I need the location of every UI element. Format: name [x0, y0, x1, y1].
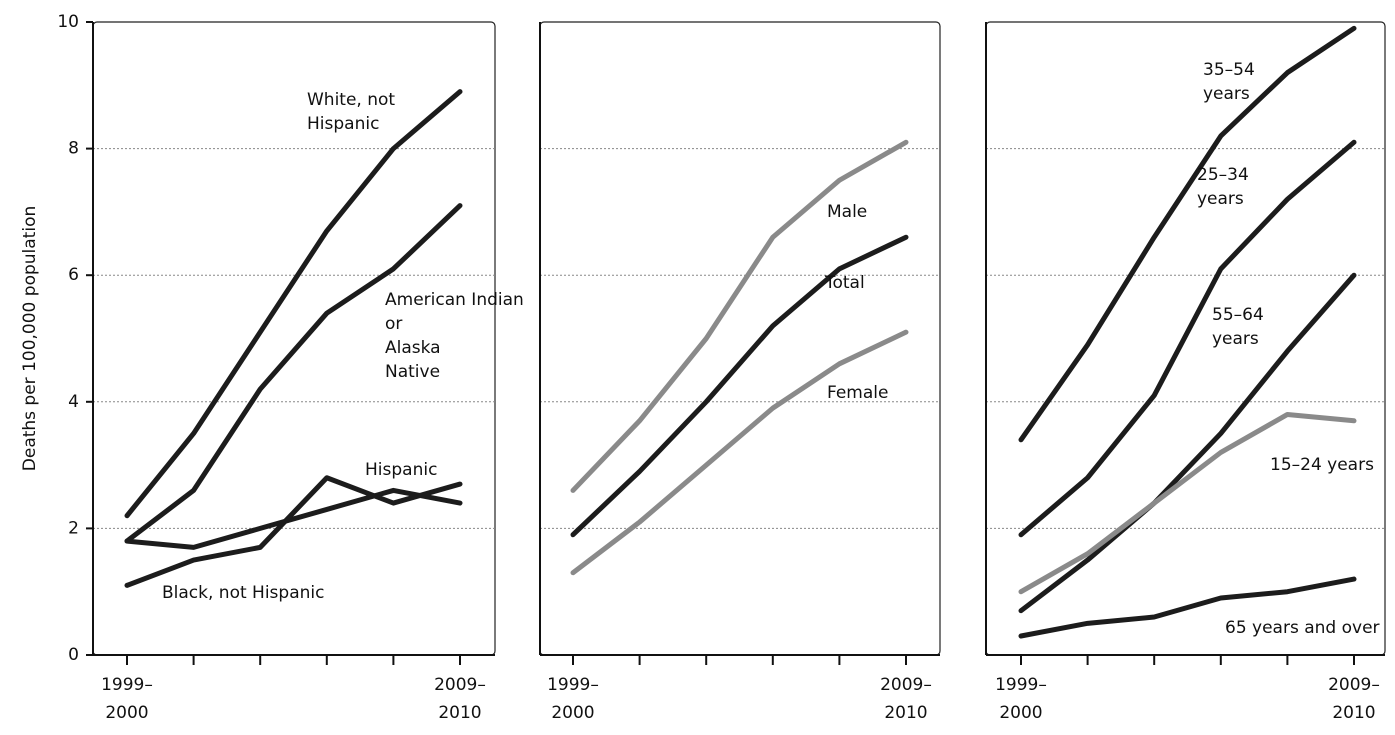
y-tick-label: 2	[68, 518, 79, 538]
panel-frame	[539, 21, 941, 656]
series-label: 55–64 years	[1212, 305, 1269, 349]
series-label: 35–54 years	[1203, 60, 1260, 104]
series-line	[1018, 25, 1357, 443]
series-line	[570, 139, 909, 493]
x-tick-label: 1999– 2000	[547, 675, 599, 723]
y-tick-label: 8	[68, 139, 79, 159]
series-line	[1018, 272, 1357, 614]
series-line	[570, 234, 909, 538]
series-line	[570, 329, 909, 576]
series-label: Total	[824, 273, 865, 293]
series-line	[124, 475, 463, 588]
series-line	[1018, 411, 1357, 595]
series-label: White, not Hispanic	[307, 90, 400, 134]
series-label: Hispanic	[365, 460, 437, 480]
series-label: 65 years and over	[1225, 618, 1380, 638]
x-tick-label: 2009– 2010	[434, 675, 486, 723]
series-line	[124, 203, 463, 544]
series-label: Female	[827, 383, 888, 403]
x-tick-label: 2009– 2010	[880, 675, 932, 723]
y-tick-label: 0	[68, 645, 79, 665]
y-tick-label: 10	[57, 12, 79, 32]
series-label: 15–24 years	[1270, 455, 1374, 475]
y-axis-label: Deaths per 100,000 population	[20, 206, 40, 471]
series-line	[124, 487, 463, 550]
x-tick-label: 2009– 2010	[1328, 675, 1380, 723]
x-tick-label: 1999– 2000	[995, 675, 1047, 723]
series-label: American Indian or Alaska Native	[385, 290, 529, 382]
series-line	[1018, 576, 1357, 639]
series-label: Male	[827, 202, 867, 222]
y-tick-label: 6	[68, 265, 79, 285]
series-line	[1018, 139, 1357, 538]
x-tick-label: 1999– 2000	[101, 675, 153, 723]
y-tick-label: 4	[68, 392, 79, 412]
series-label: Black, not Hispanic	[162, 583, 324, 603]
series-label: 25–34 years	[1197, 165, 1254, 209]
series-line	[124, 89, 463, 519]
